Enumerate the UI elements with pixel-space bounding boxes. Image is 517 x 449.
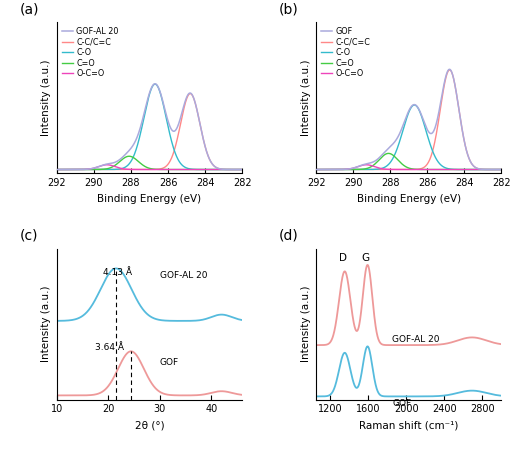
- Text: (b): (b): [279, 2, 299, 17]
- X-axis label: Binding Energy (eV): Binding Energy (eV): [357, 194, 461, 204]
- Text: GOF: GOF: [392, 399, 412, 408]
- X-axis label: Raman shift (cm⁻¹): Raman shift (cm⁻¹): [359, 420, 459, 430]
- Y-axis label: Intensity (a.u.): Intensity (a.u.): [41, 286, 51, 362]
- Y-axis label: Intensity (a.u.): Intensity (a.u.): [301, 60, 311, 136]
- Text: 3.64 Å: 3.64 Å: [96, 343, 125, 352]
- Text: G: G: [361, 253, 370, 263]
- Legend: GOF, C-C/C=C, C-O, C=O, O-C=O: GOF, C-C/C=C, C-O, C=O, O-C=O: [318, 25, 373, 80]
- Text: 4.13 Å: 4.13 Å: [103, 268, 132, 277]
- Y-axis label: Intensity (a.u.): Intensity (a.u.): [41, 60, 51, 136]
- X-axis label: 2θ (°): 2θ (°): [135, 420, 164, 430]
- Text: GOF-AL 20: GOF-AL 20: [392, 335, 440, 344]
- Text: GOF-AL 20: GOF-AL 20: [160, 271, 207, 280]
- Text: D: D: [339, 253, 347, 263]
- Legend: GOF-AL 20, C-C/C=C, C-O, C=O, O-C=O: GOF-AL 20, C-C/C=C, C-O, C=O, O-C=O: [59, 25, 121, 80]
- Text: (d): (d): [279, 229, 299, 243]
- X-axis label: Binding Energy (eV): Binding Energy (eV): [97, 194, 202, 204]
- Text: (a): (a): [20, 2, 39, 17]
- Y-axis label: Intensity (a.u.): Intensity (a.u.): [301, 286, 311, 362]
- Text: (c): (c): [20, 229, 38, 243]
- Text: GOF: GOF: [160, 358, 179, 367]
